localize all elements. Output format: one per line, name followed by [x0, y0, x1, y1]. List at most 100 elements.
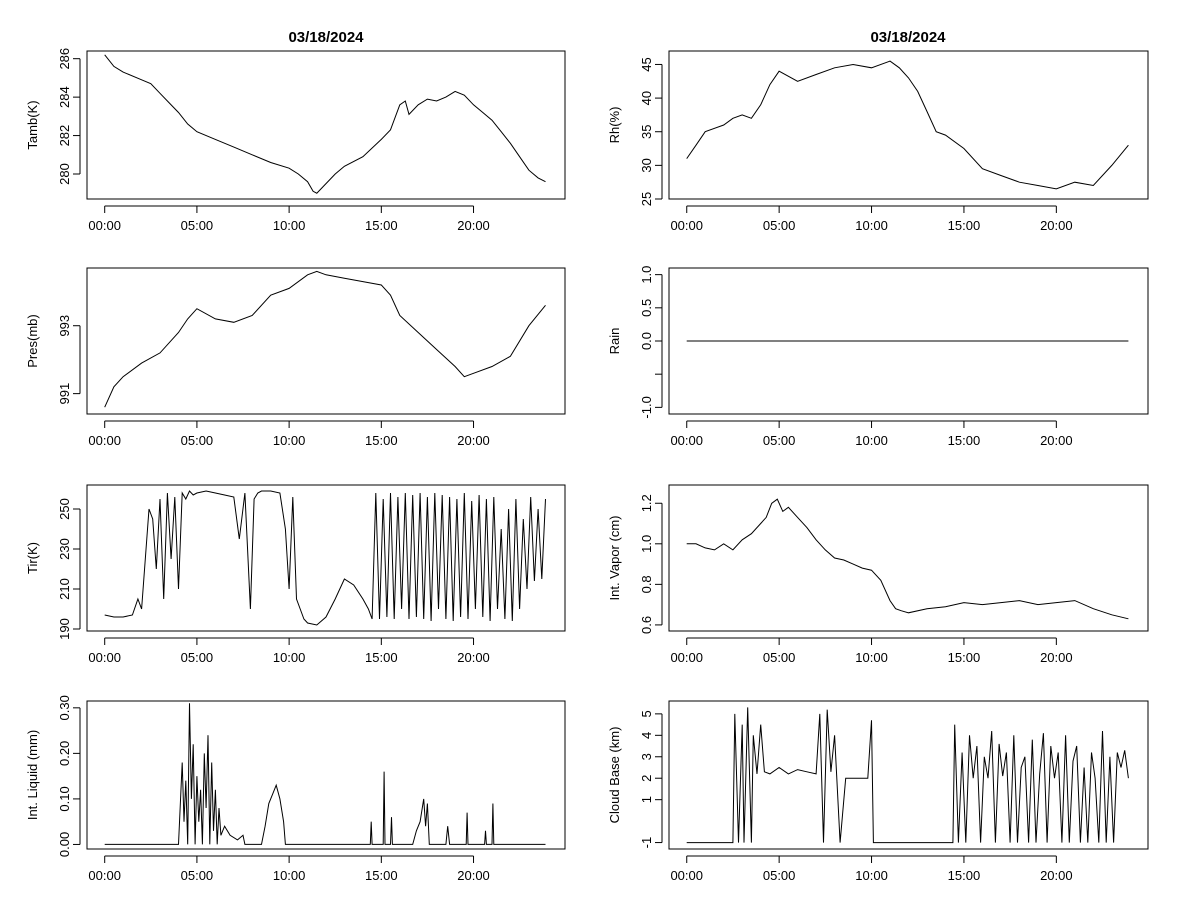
x-tick-label-tamb-4: 20:00	[457, 218, 490, 233]
series-line-pres-0	[104, 270, 546, 408]
series-line-tamb-0	[104, 54, 546, 194]
y-tick-label-cloudbase-2: 2	[639, 775, 654, 782]
x-tick-label-tir-1: 05:00	[181, 650, 214, 665]
plot-frame-tir	[86, 484, 566, 632]
y-tick-label-tamb-0: 280	[57, 163, 72, 185]
x-tick-label-tamb-0: 00:00	[88, 218, 121, 233]
series-line-vapor-0	[686, 498, 1129, 620]
x-tick-label-liquid-3: 15:00	[365, 868, 398, 883]
y-tick-label-rh-0: 25	[639, 192, 654, 206]
series-line-cloudbase-0	[686, 707, 1129, 844]
y-tick-label-tamb-1: 282	[57, 125, 72, 147]
x-tick-label-tamb-1: 05:00	[181, 218, 214, 233]
panel-rain: 00:00 05:00 10:00 15:00 20:00 -1.0 0.0 0.5 1.0 Ra…	[607, 266, 1149, 448]
panel-tamb: 00:00 05:00 10:00 15:00 20:00 280 282 284 286 Tam…	[25, 48, 566, 233]
x-tick-label-vapor-0: 00:00	[670, 650, 703, 665]
y-axis-label-rh: Rh(%)	[607, 107, 622, 144]
y-tick-label-vapor-0: 0.6	[639, 616, 654, 634]
x-tick-label-liquid-1: 05:00	[181, 868, 214, 883]
x-tick-label-vapor-2: 10:00	[855, 650, 888, 665]
plot-frame-rh	[668, 50, 1149, 200]
x-tick-label-pres-2: 10:00	[273, 433, 306, 448]
x-tick-label-rain-4: 20:00	[1040, 433, 1073, 448]
x-tick-label-cloudbase-0: 00:00	[670, 868, 703, 883]
y-tick-label-rain-2: 0.0	[639, 332, 654, 350]
chart-title-left: 03/18/2024	[288, 29, 364, 46]
plot-frame-liquid	[86, 700, 566, 850]
y-tick-label-tir-1: 210	[57, 578, 72, 600]
panel-liquid: 00:00 05:00 10:00 15:00 20:00 0.00 0.10 0.20 0.3…	[25, 695, 566, 883]
series-line-liquid-0	[104, 703, 546, 845]
x-tick-label-rh-0: 00:00	[670, 218, 703, 233]
y-tick-label-vapor-2: 1.0	[639, 535, 654, 553]
x-tick-label-rh-1: 05:00	[763, 218, 796, 233]
x-tick-label-cloudbase-3: 15:00	[948, 868, 981, 883]
y-axis-label-tamb: Tamb(K)	[25, 100, 40, 149]
y-tick-label-vapor-3: 1.2	[639, 494, 654, 512]
y-axis-label-tir: Tir(K)	[25, 542, 40, 574]
y-tick-label-tir-0: 190	[57, 618, 72, 640]
x-tick-label-rh-3: 15:00	[948, 218, 981, 233]
y-tick-label-rh-4: 45	[639, 57, 654, 71]
plot-frame-vapor	[668, 484, 1149, 632]
y-tick-label-vapor-1: 0.8	[639, 575, 654, 593]
chart-title-right: 03/18/2024	[870, 29, 946, 46]
x-tick-label-rain-0: 00:00	[670, 433, 703, 448]
series-line-tir-0	[104, 490, 546, 626]
x-tick-label-tir-0: 00:00	[88, 650, 121, 665]
y-tick-label-rain-4: 1.0	[639, 266, 654, 284]
y-tick-label-pres-1: 993	[57, 315, 72, 337]
y-tick-label-tamb-2: 284	[57, 86, 72, 108]
x-tick-label-tir-2: 10:00	[273, 650, 306, 665]
x-tick-label-rain-3: 15:00	[948, 433, 981, 448]
x-tick-label-rh-4: 20:00	[1040, 218, 1073, 233]
y-tick-label-liquid-1: 0.10	[57, 786, 72, 811]
x-tick-label-vapor-3: 15:00	[948, 650, 981, 665]
x-tick-label-liquid-4: 20:00	[457, 868, 490, 883]
y-axis-label-pres: Pres(mb)	[25, 314, 40, 367]
panel-vapor: 00:00 05:00 10:00 15:00 20:00 0.6 0.8 1.0 1.2 Int…	[607, 484, 1149, 665]
series-line-rh-0	[686, 60, 1129, 190]
y-tick-label-rain-0: -1.0	[639, 396, 654, 418]
chart-panels: 00:00 05:00 10:00 15:00 20:00 280 282 284 286 Tam…	[25, 48, 1149, 883]
x-tick-label-tir-4: 20:00	[457, 650, 490, 665]
y-tick-label-cloudbase-0: -1	[639, 837, 654, 849]
x-tick-label-vapor-4: 20:00	[1040, 650, 1073, 665]
x-tick-label-vapor-1: 05:00	[763, 650, 796, 665]
x-tick-label-pres-0: 00:00	[88, 433, 121, 448]
x-tick-label-rain-1: 05:00	[763, 433, 796, 448]
y-tick-label-cloudbase-1: 1	[639, 796, 654, 803]
plot-frame-cloudbase	[668, 700, 1149, 850]
plot-frame-pres	[86, 267, 566, 415]
y-tick-label-tamb-3: 286	[57, 48, 72, 70]
y-tick-label-cloudbase-4: 4	[639, 732, 654, 739]
y-tick-label-cloudbase-5: 5	[639, 710, 654, 717]
panel-tir: 00:00 05:00 10:00 15:00 20:00 190 210 230 250 Tir…	[25, 484, 566, 665]
y-tick-label-rh-2: 35	[639, 124, 654, 138]
y-tick-label-liquid-0: 0.00	[57, 832, 72, 857]
x-tick-label-liquid-2: 10:00	[273, 868, 306, 883]
y-axis-label-cloudbase: Cloud Base (km)	[607, 727, 622, 824]
panel-pres: 00:00 05:00 10:00 15:00 20:00 991 993 Pres(mb)	[25, 267, 566, 448]
x-tick-label-cloudbase-4: 20:00	[1040, 868, 1073, 883]
y-tick-label-pres-0: 991	[57, 383, 72, 405]
plot-frame-rain	[668, 267, 1149, 415]
x-tick-label-pres-3: 15:00	[365, 433, 398, 448]
x-tick-label-rh-2: 10:00	[855, 218, 888, 233]
y-axis-label-vapor: Int. Vapor (cm)	[607, 515, 622, 600]
x-tick-label-liquid-0: 00:00	[88, 868, 121, 883]
y-tick-label-tir-3: 250	[57, 498, 72, 520]
y-tick-label-liquid-2: 0.20	[57, 741, 72, 766]
y-tick-label-rh-3: 40	[639, 91, 654, 105]
y-tick-label-rh-1: 30	[639, 158, 654, 172]
panel-rh: 00:00 05:00 10:00 15:00 20:00 25 30 35 40 45 Rh(%)	[607, 50, 1149, 233]
y-tick-label-rain-3: 0.5	[639, 299, 654, 317]
y-axis-label-rain: Rain	[607, 328, 622, 355]
y-tick-label-cloudbase-3: 3	[639, 753, 654, 760]
y-tick-label-tir-2: 230	[57, 538, 72, 560]
x-tick-label-cloudbase-1: 05:00	[763, 868, 796, 883]
x-tick-label-tamb-3: 15:00	[365, 218, 398, 233]
x-tick-label-cloudbase-2: 10:00	[855, 868, 888, 883]
